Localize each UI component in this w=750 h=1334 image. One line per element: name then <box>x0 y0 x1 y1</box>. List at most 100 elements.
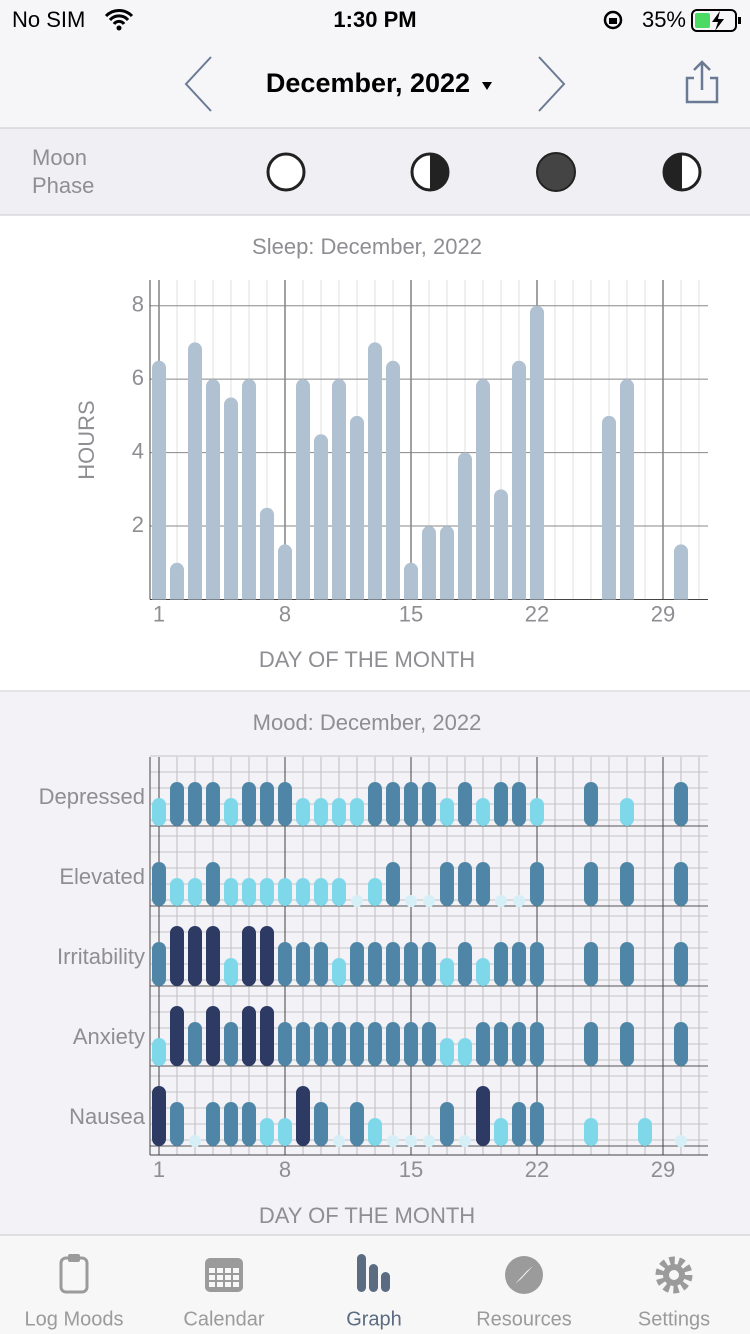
severity-pill <box>224 958 238 986</box>
severity-pill <box>440 1038 454 1066</box>
x-tick-label: 15 <box>399 1157 423 1182</box>
severity-pill <box>170 1102 184 1146</box>
severity-pill <box>476 958 490 986</box>
severity-pill <box>476 798 490 826</box>
moon-new <box>266 152 306 192</box>
tab-item[interactable]: Graph <box>346 1254 402 1330</box>
severity-pill <box>242 782 256 826</box>
severity-pill <box>332 1022 346 1066</box>
severity-pill <box>260 878 274 906</box>
severity-pill <box>530 862 544 906</box>
y-tick-label: 6 <box>132 365 144 390</box>
severity-dot <box>423 895 435 907</box>
severity-pill <box>512 942 526 986</box>
tab-label: Calendar <box>183 1308 265 1330</box>
row-label: Irritability <box>57 944 145 969</box>
x-axis-label: DAY OF THE MONTH <box>259 647 475 672</box>
severity-pill <box>152 1086 166 1146</box>
tab-icon <box>225 1282 231 1287</box>
severity-pill <box>170 1006 184 1066</box>
severity-pill <box>512 1022 526 1066</box>
top-bar <box>0 0 750 128</box>
severity-pill <box>404 782 418 826</box>
tab-icon <box>357 1254 366 1292</box>
severity-pill <box>206 782 220 826</box>
tab-icon <box>655 1256 693 1294</box>
severity-pill <box>494 1118 508 1146</box>
severity-pill <box>152 798 166 826</box>
severity-pill <box>152 862 166 906</box>
severity-pill <box>638 1118 652 1146</box>
severity-pill <box>530 942 544 986</box>
row-label: Elevated <box>59 864 145 889</box>
bar <box>458 452 472 600</box>
severity-pill <box>440 798 454 826</box>
severity-pill <box>170 926 184 986</box>
severity-pill <box>584 1118 598 1146</box>
bar <box>422 526 436 600</box>
tab-item[interactable]: Calendar <box>183 1258 265 1330</box>
severity-pill <box>458 782 472 826</box>
severity-pill <box>386 942 400 986</box>
month-title[interactable]: December, 2022 <box>266 68 470 98</box>
severity-pill <box>386 862 400 906</box>
tab-item[interactable]: Settings <box>638 1256 710 1330</box>
severity-pill <box>224 1022 238 1066</box>
prev-month[interactable] <box>184 56 212 112</box>
severity-pill <box>278 1118 292 1146</box>
bar <box>260 507 274 600</box>
moon-quarter <box>664 154 682 190</box>
severity-pill <box>440 958 454 986</box>
bar <box>278 544 292 600</box>
bar <box>404 562 418 600</box>
severity-dot <box>495 895 507 907</box>
tab-item[interactable]: Log Moods <box>25 1254 124 1330</box>
tab-icon <box>209 1275 215 1280</box>
severity-pill <box>224 878 238 906</box>
tab-icon <box>369 1264 378 1292</box>
tab-item[interactable]: Resources <box>476 1256 572 1330</box>
share-button[interactable] <box>685 60 719 104</box>
severity-pill <box>404 942 418 986</box>
tab-icon <box>209 1268 215 1273</box>
severity-pill <box>440 862 454 906</box>
severity-pill <box>584 782 598 826</box>
severity-pill <box>350 942 364 986</box>
severity-dot <box>189 1135 201 1147</box>
tab-icon <box>515 1266 533 1284</box>
next-month[interactable] <box>538 56 566 112</box>
severity-dot <box>351 895 363 907</box>
row-label: Depressed <box>39 784 145 809</box>
lock-icon <box>603 10 623 30</box>
severity-pill <box>350 1022 364 1066</box>
severity-pill <box>584 1022 598 1066</box>
dropdown-caret[interactable] <box>482 82 492 90</box>
severity-pill <box>494 1022 508 1066</box>
tab-label: Graph <box>346 1308 402 1330</box>
severity-pill <box>674 862 688 906</box>
battery-icon <box>695 13 710 28</box>
severity-pill <box>530 1022 544 1066</box>
tab-icon <box>225 1275 231 1280</box>
severity-pill <box>278 782 292 826</box>
bar <box>296 379 310 600</box>
severity-pill <box>674 1022 688 1066</box>
severity-pill <box>170 782 184 826</box>
severity-pill <box>350 1102 364 1146</box>
severity-dot <box>459 1135 471 1147</box>
moon-full <box>536 152 576 192</box>
severity-pill <box>386 1022 400 1066</box>
severity-pill <box>512 782 526 826</box>
y-tick-label: 8 <box>132 292 144 317</box>
severity-pill <box>188 878 202 906</box>
severity-pill <box>242 878 256 906</box>
severity-pill <box>530 1102 544 1146</box>
severity-pill <box>332 798 346 826</box>
severity-pill <box>296 878 310 906</box>
bar <box>674 544 689 600</box>
severity-pill <box>260 782 274 826</box>
severity-pill <box>584 862 598 906</box>
chart-title: Sleep: December, 2022 <box>252 234 482 259</box>
severity-pill <box>458 942 472 986</box>
